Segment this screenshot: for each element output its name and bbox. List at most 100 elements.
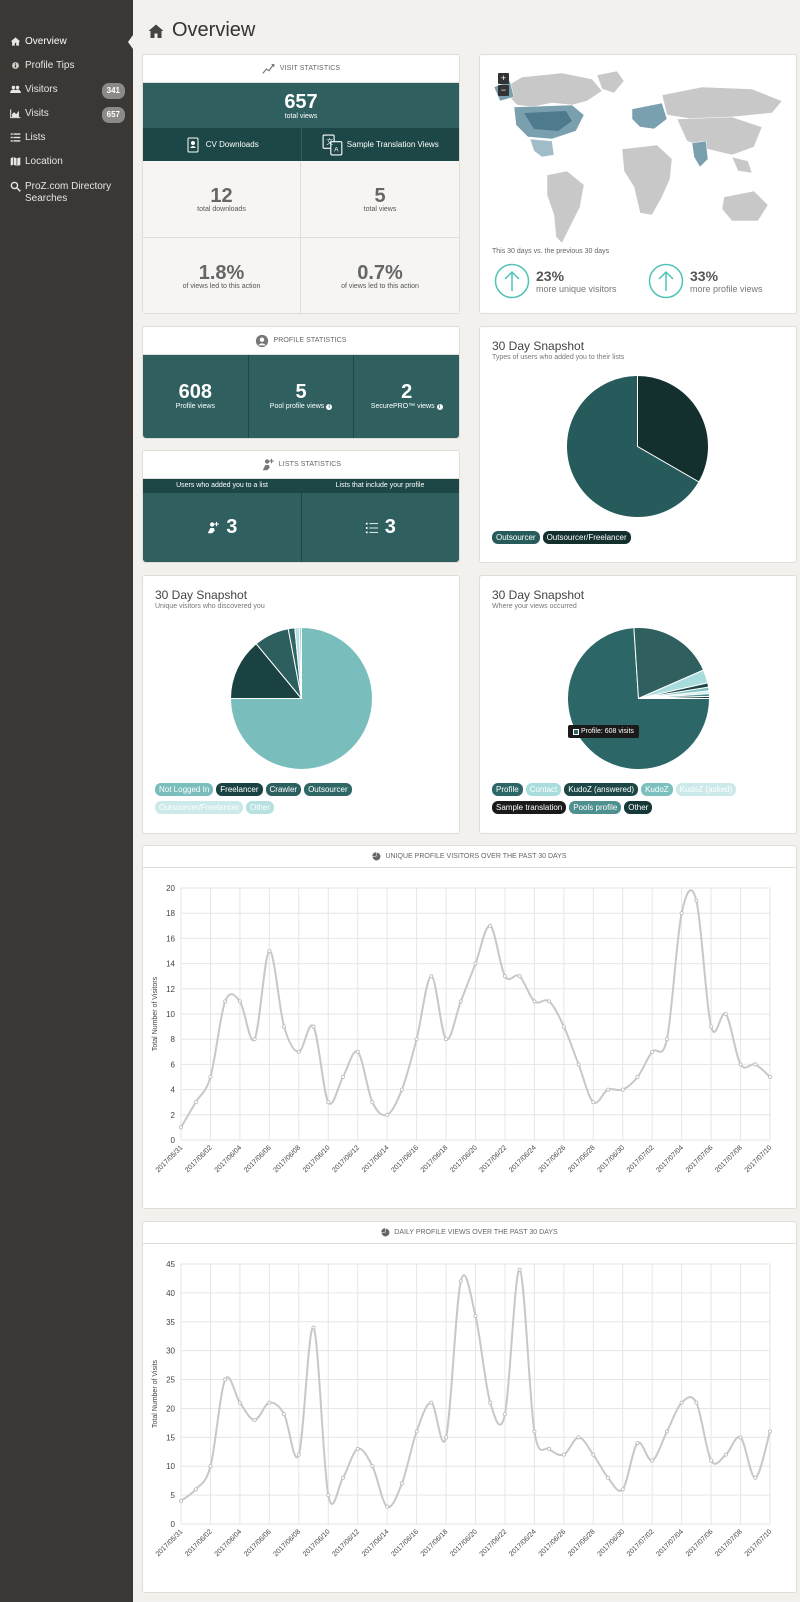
data-point[interactable] <box>517 974 522 979</box>
data-point[interactable] <box>532 1429 537 1434</box>
map-zoom-out-button[interactable]: − <box>498 85 509 96</box>
legend-sample-translation[interactable]: Sample translation <box>492 801 567 814</box>
data-point[interactable] <box>208 1464 213 1469</box>
data-point[interactable] <box>502 974 507 979</box>
data-point[interactable] <box>561 1024 566 1029</box>
visitors-pie-chart[interactable] <box>229 626 374 771</box>
sidebar-item-visits[interactable]: Visits 657 <box>0 107 133 123</box>
info-icon[interactable]: i <box>326 404 333 410</box>
data-point[interactable] <box>399 1481 404 1486</box>
legend-outsourcer-freelancer[interactable]: Outsourcer/Freelancer <box>542 531 631 544</box>
data-point[interactable] <box>679 1400 684 1405</box>
pie-slice-freelancer[interactable] <box>229 643 303 699</box>
data-point[interactable] <box>768 1429 773 1434</box>
data-point[interactable] <box>768 1074 773 1079</box>
legend-profile[interactable]: Profile <box>492 783 523 796</box>
data-point[interactable] <box>694 1400 699 1405</box>
data-point[interactable] <box>561 1452 566 1457</box>
data-point[interactable] <box>267 1400 272 1405</box>
pie-slice-outsourcer-freelancer[interactable] <box>566 374 700 518</box>
lists-pie-chart[interactable] <box>565 374 710 519</box>
data-point[interactable] <box>635 1441 640 1446</box>
sidebar-item-location[interactable]: Location <box>0 156 133 168</box>
data-point[interactable] <box>193 1100 198 1105</box>
data-point[interactable] <box>429 1400 434 1405</box>
data-point[interactable] <box>576 1062 581 1067</box>
data-point[interactable] <box>753 1475 758 1480</box>
data-point[interactable] <box>340 1475 345 1480</box>
legend-other[interactable]: Other <box>624 801 653 814</box>
data-point[interactable] <box>282 1024 287 1029</box>
pie-slice-sample-translation[interactable] <box>633 627 705 700</box>
data-point[interactable] <box>606 1087 611 1092</box>
data-point[interactable] <box>340 1074 345 1079</box>
map-zoom-in-button[interactable]: + <box>498 73 509 84</box>
data-point[interactable] <box>370 1464 375 1469</box>
data-point[interactable] <box>355 1049 360 1054</box>
sidebar-item-directory-searches[interactable]: ProZ.com Directory Searches <box>0 181 133 205</box>
pie-slice-other[interactable] <box>298 626 302 699</box>
data-point[interactable] <box>267 949 272 954</box>
data-point[interactable] <box>488 1400 493 1405</box>
sidebar-item-profile-tips[interactable]: Profile Tips <box>0 60 133 72</box>
cv-downloads-tab[interactable]: CV Downloads <box>143 128 302 161</box>
data-point[interactable] <box>650 1049 655 1054</box>
data-point[interactable] <box>679 911 684 916</box>
data-point[interactable] <box>179 1125 184 1130</box>
data-point[interactable] <box>223 999 228 1004</box>
data-point[interactable] <box>473 961 478 966</box>
data-point[interactable] <box>532 999 537 1004</box>
data-point[interactable] <box>502 1412 507 1417</box>
legend-pools-profile[interactable]: Pools profile <box>569 801 622 814</box>
data-point[interactable] <box>709 1458 714 1463</box>
data-point[interactable] <box>547 1446 552 1451</box>
data-point[interactable] <box>179 1498 184 1503</box>
legend-kudoz[interactable]: KudoZ <box>641 783 673 796</box>
data-point[interactable] <box>635 1074 640 1079</box>
sidebar-item-lists[interactable]: Lists <box>0 132 133 144</box>
pie-slice-outsourcer[interactable] <box>637 374 709 483</box>
data-point[interactable] <box>208 1074 213 1079</box>
data-point[interactable] <box>650 1458 655 1463</box>
data-point[interactable] <box>296 1452 301 1457</box>
legend-crawler[interactable]: Crawler <box>265 783 302 796</box>
data-point[interactable] <box>223 1377 228 1382</box>
data-point[interactable] <box>444 1037 449 1042</box>
legend-not-logged-in[interactable]: Not Logged In <box>155 783 214 796</box>
data-point[interactable] <box>620 1087 625 1092</box>
legend-kudoz-answered[interactable]: KudoZ (answered) <box>564 783 639 796</box>
data-point[interactable] <box>591 1452 596 1457</box>
data-point[interactable] <box>664 1429 669 1434</box>
pie-slice-other[interactable] <box>638 695 711 699</box>
data-point[interactable] <box>694 898 699 903</box>
data-point[interactable] <box>723 1011 728 1016</box>
data-point[interactable] <box>458 1279 463 1284</box>
data-point[interactable] <box>444 1435 449 1440</box>
data-point[interactable] <box>738 1435 743 1440</box>
data-point[interactable] <box>355 1446 360 1451</box>
legend-kudoz-asked[interactable]: KudoZ (asked) <box>675 783 737 796</box>
legend-other[interactable]: Other <box>246 801 275 814</box>
data-point[interactable] <box>399 1087 404 1092</box>
data-point[interactable] <box>517 1267 522 1272</box>
data-point[interactable] <box>296 1049 301 1054</box>
legend-freelancer[interactable]: Freelancer <box>216 783 263 796</box>
views-pie-chart[interactable] <box>566 626 711 771</box>
data-point[interactable] <box>473 1314 478 1319</box>
data-point[interactable] <box>753 1062 758 1067</box>
data-point[interactable] <box>709 1024 714 1029</box>
sidebar-item-overview[interactable]: Overview <box>0 35 133 49</box>
legend-outsourcer[interactable]: Outsourcer <box>492 531 540 544</box>
data-point[interactable] <box>738 1062 743 1067</box>
data-point[interactable] <box>193 1487 198 1492</box>
data-point[interactable] <box>576 1435 581 1440</box>
legend-contact[interactable]: Contact <box>525 783 562 796</box>
data-point[interactable] <box>237 999 242 1004</box>
data-point[interactable] <box>252 1417 257 1422</box>
data-point[interactable] <box>237 1400 242 1405</box>
data-point[interactable] <box>326 1100 331 1105</box>
legend-outsourcer-freelancer[interactable]: Outsourcer/Freelancer <box>155 801 244 814</box>
